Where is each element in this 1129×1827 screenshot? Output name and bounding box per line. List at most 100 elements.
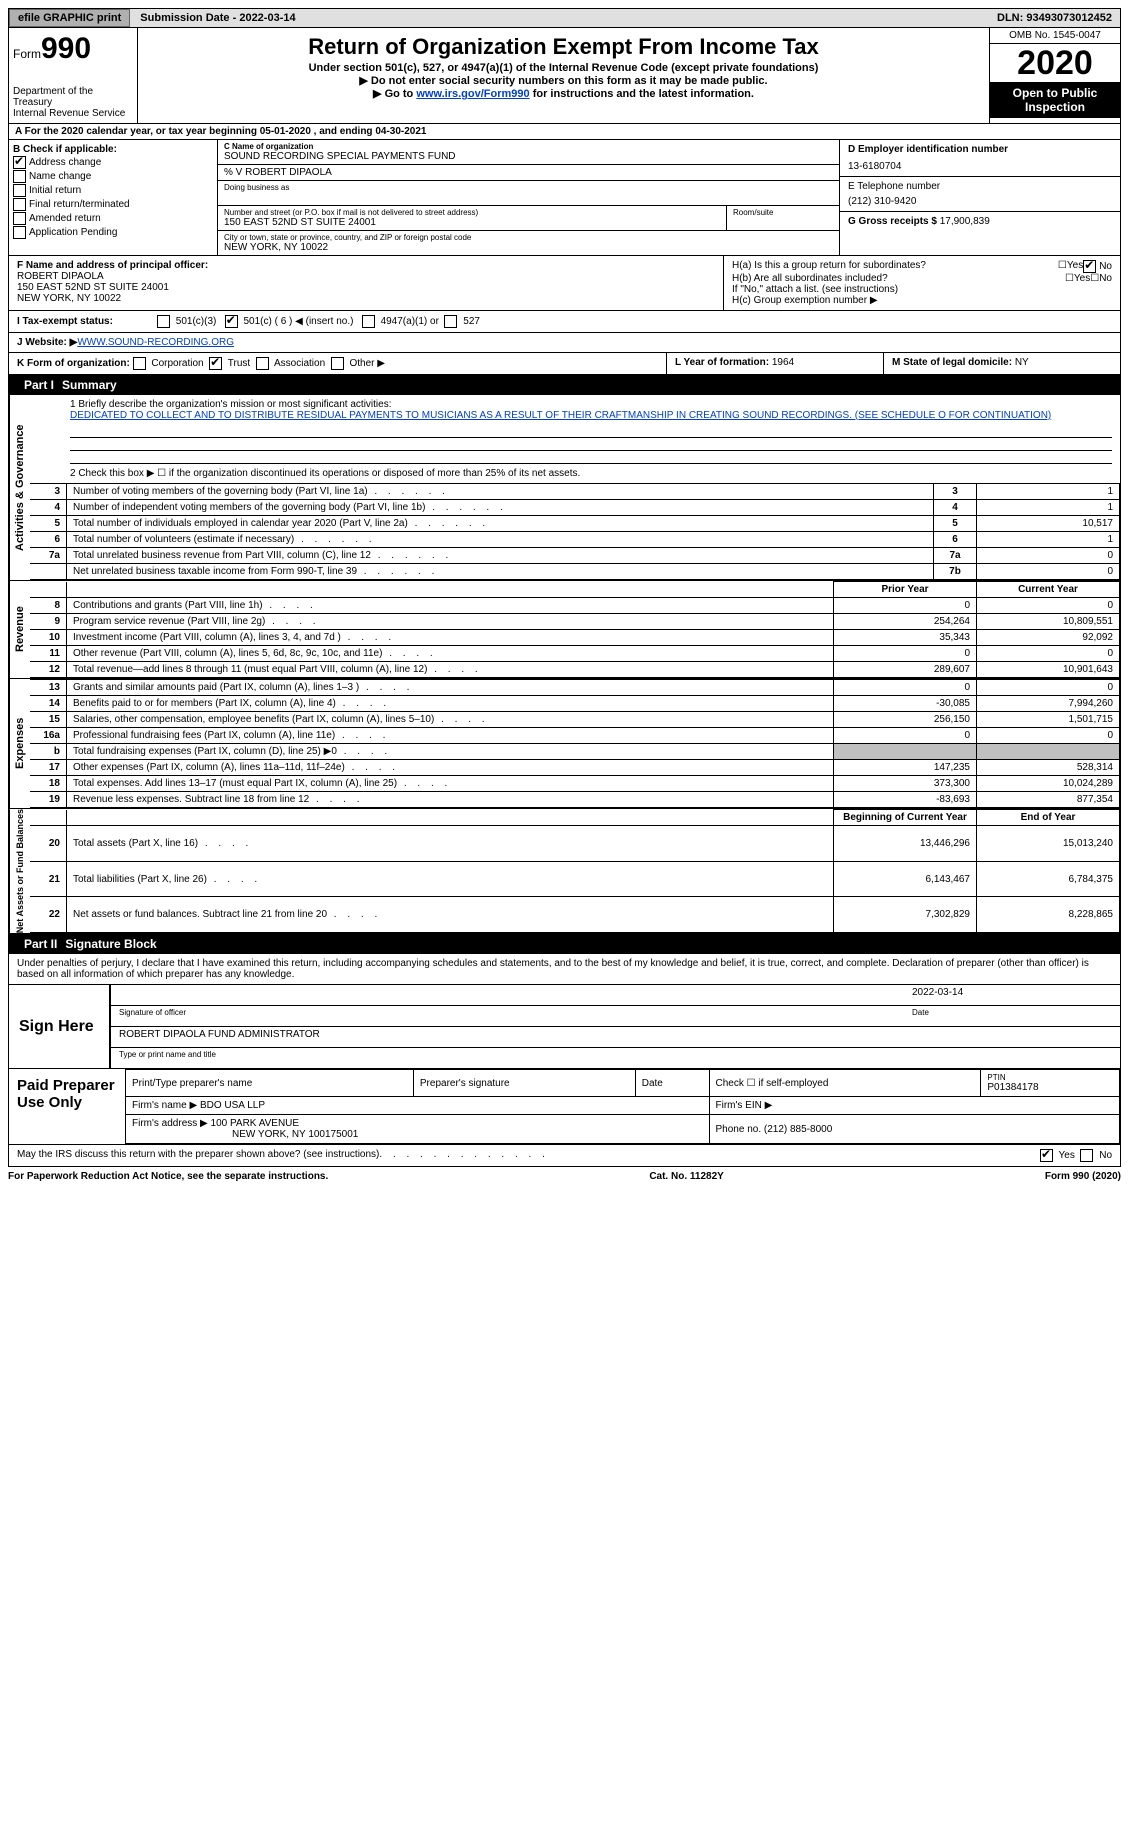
cb-amended[interactable]: Amended return [13,212,213,225]
omb-number: OMB No. 1545-0047 [990,28,1120,44]
ptin: P01384178 [987,1082,1113,1093]
subtitle-2: ▶ Do not enter social security numbers o… [142,74,985,87]
box-b: B Check if applicable: Address change Na… [9,140,218,255]
table-row: 18Total expenses. Add lines 13–17 (must … [30,776,1120,792]
cb-4947[interactable]: 4947(a)(1) or [362,315,439,328]
table-row: 15Salaries, other compensation, employee… [30,712,1120,728]
irs-label: Internal Revenue Service [13,108,133,119]
part1-header: Part I Summary [8,375,1121,395]
cb-initial-return[interactable]: Initial return [13,184,213,197]
phone: (212) 310-9420 [848,196,1112,207]
line-2: 2 Check this box ▶ ☐ if the organization… [30,464,1120,483]
mission: 1 Briefly describe the organization's mi… [30,395,1120,425]
city-state-zip: NEW YORK, NY 10022 [224,242,833,253]
table-row: 16aProfessional fundraising fees (Part I… [30,728,1120,744]
top-bar: efile GRAPHIC print Submission Date - 20… [8,8,1121,28]
firm-name: BDO USA LLP [200,1100,265,1111]
row-k: K Form of organization: Corporation Trus… [9,353,667,374]
box-de: D Employer identification number13-61807… [840,140,1120,255]
table-row: 21Total liabilities (Part X, line 26) . … [30,861,1120,897]
governance-table: 3Number of voting members of the governi… [30,483,1120,580]
subtitle-3: ▶ Go to www.irs.gov/Form990 for instruct… [142,87,985,100]
paid-preparer: Paid Preparer Use Only Print/Type prepar… [8,1069,1121,1145]
firm-address: 100 PARK AVENUE [211,1118,300,1129]
cb-527[interactable]: 527 [444,315,479,328]
table-row: 12Total revenue—add lines 8 through 11 (… [30,662,1120,678]
table-row: 6Total number of volunteers (estimate if… [30,532,1120,548]
table-row: 10Investment income (Part VIII, column (… [30,630,1120,646]
table-row: 20Total assets (Part X, line 16) . . . .… [30,826,1120,862]
table-row: 7aTotal unrelated business revenue from … [30,548,1120,564]
row-j: J Website: ▶ WWW.SOUND-RECORDING.ORG [8,333,1121,353]
box-h: H(a) Is this a group return for subordin… [724,256,1120,310]
discuss-no[interactable]: No [1080,1149,1112,1162]
side-expenses: Expenses [9,679,30,808]
table-row: 11Other revenue (Part VIII, column (A), … [30,646,1120,662]
hb-no[interactable]: ☐No [1090,273,1112,284]
page-footer: For Paperwork Reduction Act Notice, see … [8,1167,1121,1186]
expenses-table: 13Grants and similar amounts paid (Part … [30,679,1120,808]
submission-date: Submission Date - 2022-03-14 [132,10,303,26]
table-row: bTotal fundraising expenses (Part IX, co… [30,744,1120,760]
ein: 13-6180704 [848,161,1112,172]
cb-501c3[interactable]: 501(c)(3) [157,315,216,328]
revenue-table: Prior YearCurrent Year 8Contributions an… [30,581,1120,678]
table-row: 3Number of voting members of the governi… [30,484,1120,500]
website-link[interactable]: WWW.SOUND-RECORDING.ORG [77,337,1112,348]
officer-name: ROBERT DIPAOLA [17,271,715,282]
table-row: 8Contributions and grants (Part VIII, li… [30,598,1120,614]
dept-treasury: Department of the Treasury [13,86,133,108]
hb-yes[interactable]: ☐Yes [1065,273,1090,284]
table-row: 13Grants and similar amounts paid (Part … [30,680,1120,696]
cb-pending[interactable]: Application Pending [13,226,213,239]
cb-trust[interactable]: Trust [209,358,250,369]
table-row: 22Net assets or fund balances. Subtract … [30,897,1120,933]
cb-assoc[interactable]: Association [256,358,325,369]
part2-header: Part II Signature Block [8,934,1121,954]
form-number: Form990 [13,32,133,66]
cb-corp[interactable]: Corporation [133,358,204,369]
cb-501c[interactable]: 501(c) ( 6 ) ◀ (insert no.) [225,315,354,328]
instructions-link[interactable]: www.irs.gov/Form990 [416,88,529,100]
care-of: % V ROBERT DIPAOLA [218,165,839,181]
ha-yes[interactable]: ☐Yes [1058,260,1083,273]
subtitle-1: Under section 501(c), 527, or 4947(a)(1)… [142,62,985,74]
cb-name-change[interactable]: Name change [13,170,213,183]
table-row: 5Total number of individuals employed in… [30,516,1120,532]
street-address: 150 EAST 52ND ST SUITE 24001 [224,217,720,228]
firm-phone: (212) 885-8000 [764,1124,832,1135]
form-title: Return of Organization Exempt From Incom… [142,34,985,60]
box-f: F Name and address of principal officer:… [9,256,724,310]
side-revenue: Revenue [9,581,30,678]
side-netassets: Net Assets or Fund Balances [9,809,30,933]
gross-receipts: 17,900,839 [940,216,990,227]
row-i: I Tax-exempt status: 501(c)(3) 501(c) ( … [8,311,1121,333]
org-name: SOUND RECORDING SPECIAL PAYMENTS FUND [224,151,833,162]
cb-address-change[interactable]: Address change [13,156,213,169]
cb-final-return[interactable]: Final return/terminated [13,198,213,211]
state-domicile: M State of legal domicile: NY [884,353,1120,374]
form-header: Form990 Department of the Treasury Inter… [8,28,1121,124]
table-row: Net unrelated business taxable income fr… [30,564,1120,580]
year-formation: L Year of formation: 1964 [667,353,884,374]
sign-here: Sign Here 2022-03-14 Signature of office… [8,985,1121,1069]
box-c: C Name of organizationSOUND RECORDING SP… [218,140,840,255]
table-row: 14Benefits paid to or for members (Part … [30,696,1120,712]
table-row: 9Program service revenue (Part VIII, lin… [30,614,1120,630]
discuss-yes[interactable]: Yes [1040,1149,1075,1162]
table-row: 17Other expenses (Part IX, column (A), l… [30,760,1120,776]
side-governance: Activities & Governance [9,395,30,580]
dln: DLN: 93493073012452 [989,10,1120,26]
table-row: 19Revenue less expenses. Subtract line 1… [30,792,1120,808]
officer-name-title: ROBERT DIPAOLA FUND ADMINISTRATOR [111,1027,1120,1048]
table-row: 4Number of independent voting members of… [30,500,1120,516]
efile-button[interactable]: efile GRAPHIC print [9,9,130,27]
tax-year-line: A For the 2020 calendar year, or tax yea… [8,124,1121,140]
sig-declaration: Under penalties of perjury, I declare th… [8,954,1121,985]
ha-no[interactable]: No [1083,260,1112,273]
tax-year: 2020 [990,44,1120,82]
discuss-line: May the IRS discuss this return with the… [8,1145,1121,1167]
cb-other[interactable]: Other ▶ [331,358,385,369]
open-to-public: Open to Public Inspection [990,82,1120,118]
netassets-table: Beginning of Current YearEnd of Year 20T… [30,809,1120,933]
